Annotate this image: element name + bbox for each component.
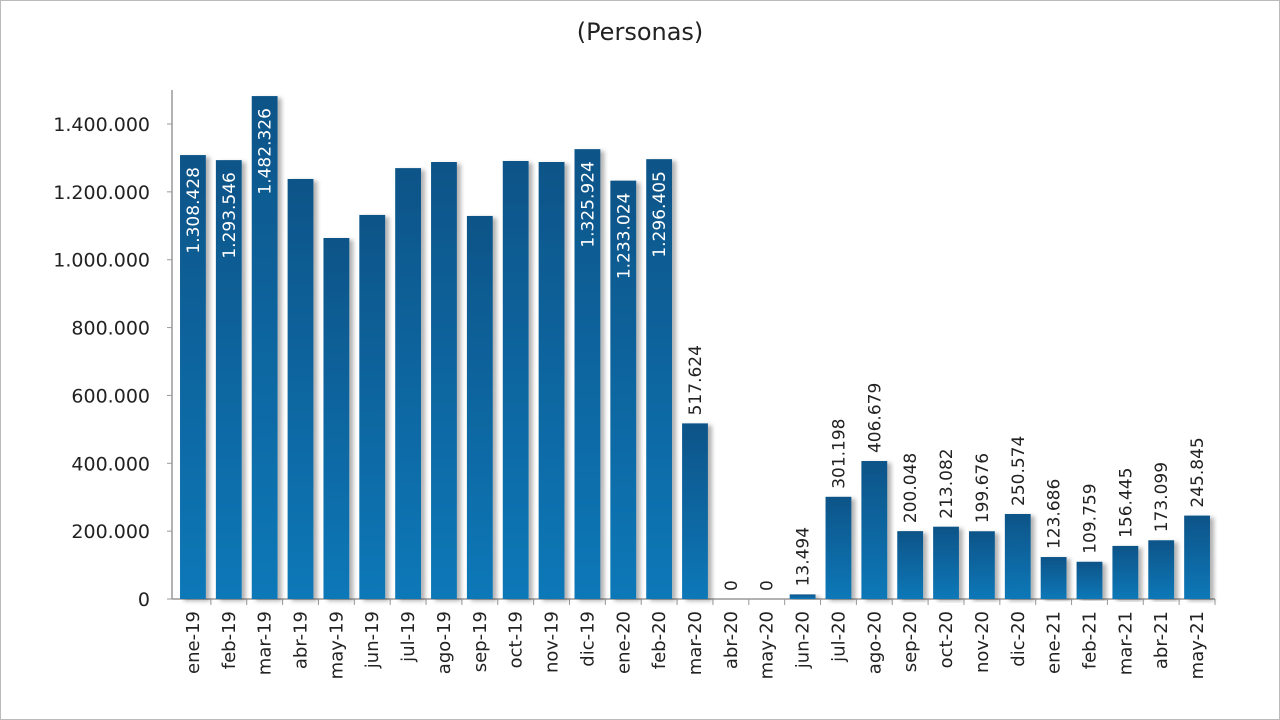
x-tick-label: sep-19	[470, 611, 491, 672]
bar	[251, 96, 278, 599]
x-tick-label: oct-20	[936, 611, 957, 668]
x-tick-label: sep-20	[900, 611, 921, 672]
bar	[897, 531, 924, 599]
x-tick-label: ene-21	[1044, 611, 1065, 674]
bar	[1148, 540, 1175, 599]
bar	[1040, 557, 1067, 599]
bar	[1004, 513, 1031, 599]
bar	[1112, 545, 1139, 599]
x-tick-label: ago-19	[434, 611, 455, 674]
bar	[825, 496, 852, 599]
data-label: 173.099	[1152, 462, 1172, 532]
y-tick-label: 200.000	[71, 521, 150, 543]
x-tick-label: ene-20	[613, 611, 634, 674]
data-label: 13.494	[794, 527, 814, 586]
x-tick-label: oct-19	[506, 611, 527, 668]
data-label: 213.082	[937, 448, 957, 518]
x-tick-label: feb-20	[649, 611, 670, 669]
x-tick-label: abr-20	[721, 611, 742, 669]
y-tick-label: 400.000	[71, 453, 150, 475]
data-label: 1.293.546	[220, 172, 240, 259]
bar	[610, 180, 637, 599]
data-label: 200.048	[901, 453, 921, 523]
x-tick-label: nov-19	[542, 611, 563, 673]
x-tick-label: dic-20	[1008, 611, 1029, 667]
data-label: 1.233.024	[614, 193, 634, 280]
x-tick-label: ene-19	[183, 611, 204, 674]
data-label: 301.198	[829, 418, 849, 488]
data-label: 245.845	[1188, 437, 1208, 507]
y-tick-label: 1.000.000	[53, 250, 150, 272]
x-tick-label: may-20	[757, 611, 778, 679]
bar	[861, 461, 888, 599]
x-tick-label: feb-19	[219, 611, 240, 669]
y-tick-label: 1.200.000	[53, 182, 150, 204]
x-tick-label: abr-19	[291, 611, 312, 669]
data-label: 517.624	[686, 345, 706, 415]
x-tick-label: ago-20	[864, 611, 885, 674]
y-tick-label: 0	[138, 589, 150, 611]
bar	[502, 160, 529, 599]
chart-title: (Personas)	[577, 18, 704, 46]
y-tick-label: 1.400.000	[53, 114, 150, 136]
bar	[395, 168, 422, 599]
bar	[323, 238, 350, 599]
x-tick-label: abr-21	[1151, 611, 1172, 669]
bar	[1184, 515, 1210, 599]
x-tick-label: mar-21	[1115, 611, 1136, 675]
x-tick-label: dic-19	[577, 611, 598, 667]
bar	[180, 155, 206, 599]
x-tick-label: jul-20	[828, 611, 849, 663]
bar	[431, 162, 457, 599]
x-tick-label: jul-19	[398, 611, 419, 663]
x-tick-label: mar-19	[255, 611, 276, 675]
bar	[538, 162, 565, 599]
data-label: 1.308.428	[184, 167, 204, 254]
bar	[215, 160, 242, 599]
bar	[682, 423, 708, 599]
bar	[574, 149, 601, 599]
bar	[1076, 561, 1103, 599]
data-label: 0	[722, 580, 742, 591]
bar	[968, 531, 995, 599]
data-label: 109.759	[1080, 483, 1100, 553]
data-label: 156.445	[1116, 468, 1136, 538]
x-tick-label: mar-20	[685, 611, 706, 675]
data-label: 250.574	[1009, 436, 1029, 506]
data-label: 1.482.326	[256, 108, 276, 195]
data-label: 123.686	[1045, 479, 1065, 549]
y-tick-label: 800.000	[71, 318, 150, 340]
bar	[466, 215, 493, 600]
bar	[646, 159, 673, 599]
data-label: 406.679	[865, 383, 885, 453]
data-label: 199.676	[973, 453, 993, 523]
x-tick-label: may-21	[1187, 611, 1208, 679]
x-tick-label: nov-20	[972, 611, 993, 673]
x-tick-label: jun-19	[362, 611, 383, 669]
bar	[287, 178, 314, 599]
data-label: 1.296.405	[650, 171, 670, 258]
x-tick-label: jun-20	[793, 611, 814, 669]
y-tick-label: 600.000	[71, 385, 150, 407]
x-tick-label: may-19	[326, 611, 347, 679]
bar	[359, 214, 386, 599]
x-tick-label: feb-21	[1079, 611, 1100, 669]
data-label: 0	[758, 580, 778, 591]
data-label: 1.325.924	[578, 161, 598, 248]
bar	[789, 594, 816, 599]
bar	[933, 526, 959, 599]
